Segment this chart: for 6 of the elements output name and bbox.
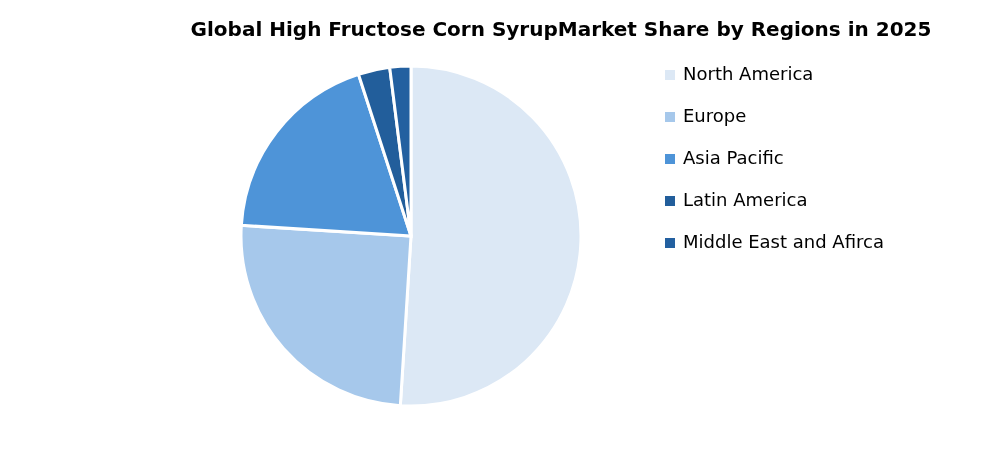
legend-label: Europe — [683, 105, 747, 126]
legend-label: Asia Pacific — [683, 147, 784, 168]
legend-label: Latin America — [683, 189, 808, 210]
chart-title: Global High Fructose Corn SyrupMarket Share by Regions in 2025 — [190, 17, 932, 41]
legend-label: Middle East and Afirca — [683, 231, 884, 252]
legend-label: North America — [683, 63, 814, 84]
